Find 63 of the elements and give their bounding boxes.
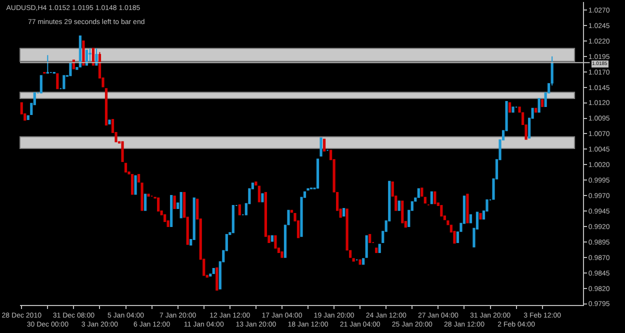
candlestick: [316, 158, 320, 189]
candlestick: [466, 194, 469, 224]
candlestick: [508, 102, 512, 113]
candlestick: [479, 212, 482, 220]
candlestick: [365, 235, 368, 258]
candlestick: [46, 54, 49, 74]
candlestick: [238, 204, 241, 216]
candlestick: [180, 192, 182, 218]
candlestick: [62, 75, 66, 90]
candlestick: [541, 99, 544, 107]
candlestick: [216, 267, 218, 291]
candlestick: [104, 88, 108, 126]
candlestick: [424, 196, 426, 204]
candlestick: [108, 120, 111, 124]
candlestick: [280, 251, 284, 258]
candlestick: [398, 200, 400, 211]
candlestick: [56, 73, 59, 90]
candlestick: [124, 162, 128, 173]
candlestick: [368, 234, 372, 244]
candlestick: [362, 258, 365, 265]
candlestick: [534, 108, 538, 113]
candlestick: [274, 235, 277, 249]
candlestick: [258, 186, 260, 202]
candlestick: [512, 106, 514, 113]
candlestick: [342, 208, 346, 216]
candlestick: [430, 191, 433, 204]
candlestick: [134, 175, 137, 195]
candlestick: [322, 138, 326, 152]
candlestick: [538, 98, 540, 113]
candlestick: [95, 48, 98, 66]
candlestick: [92, 48, 95, 66]
candlestick: [82, 40, 85, 66]
candlestick: [352, 258, 355, 262]
candlestick: [40, 75, 42, 94]
candlestick: [440, 204, 443, 216]
candlestick: [270, 235, 274, 242]
candlestick: [212, 268, 215, 274]
candlestick: [26, 115, 30, 120]
candlestick: [140, 182, 144, 211]
candlestick: [170, 195, 173, 227]
candlestick: [88, 48, 92, 62]
candlestick: [137, 174, 140, 182]
candlestick: [358, 259, 362, 265]
candlestick: [232, 204, 234, 234]
candlestick: [254, 181, 258, 186]
candlestick: [420, 188, 424, 197]
candlestick: [469, 214, 472, 224]
candlestick: [85, 50, 88, 66]
candlestick: [261, 193, 264, 202]
candlestick: [378, 244, 381, 253]
candlestick: [69, 62, 72, 76]
candlestick: [417, 188, 420, 198]
candlestick: [121, 141, 124, 162]
candlestick: [78, 36, 82, 68]
candlestick: [173, 196, 176, 210]
candlestick: [144, 194, 147, 211]
candlestick: [434, 191, 436, 204]
candlestick: [130, 174, 134, 195]
candlestick: [157, 198, 160, 212]
candlestick: [72, 60, 75, 70]
candlestick: [375, 248, 378, 253]
candlestick: [320, 138, 322, 156]
candlestick: [401, 200, 404, 224]
